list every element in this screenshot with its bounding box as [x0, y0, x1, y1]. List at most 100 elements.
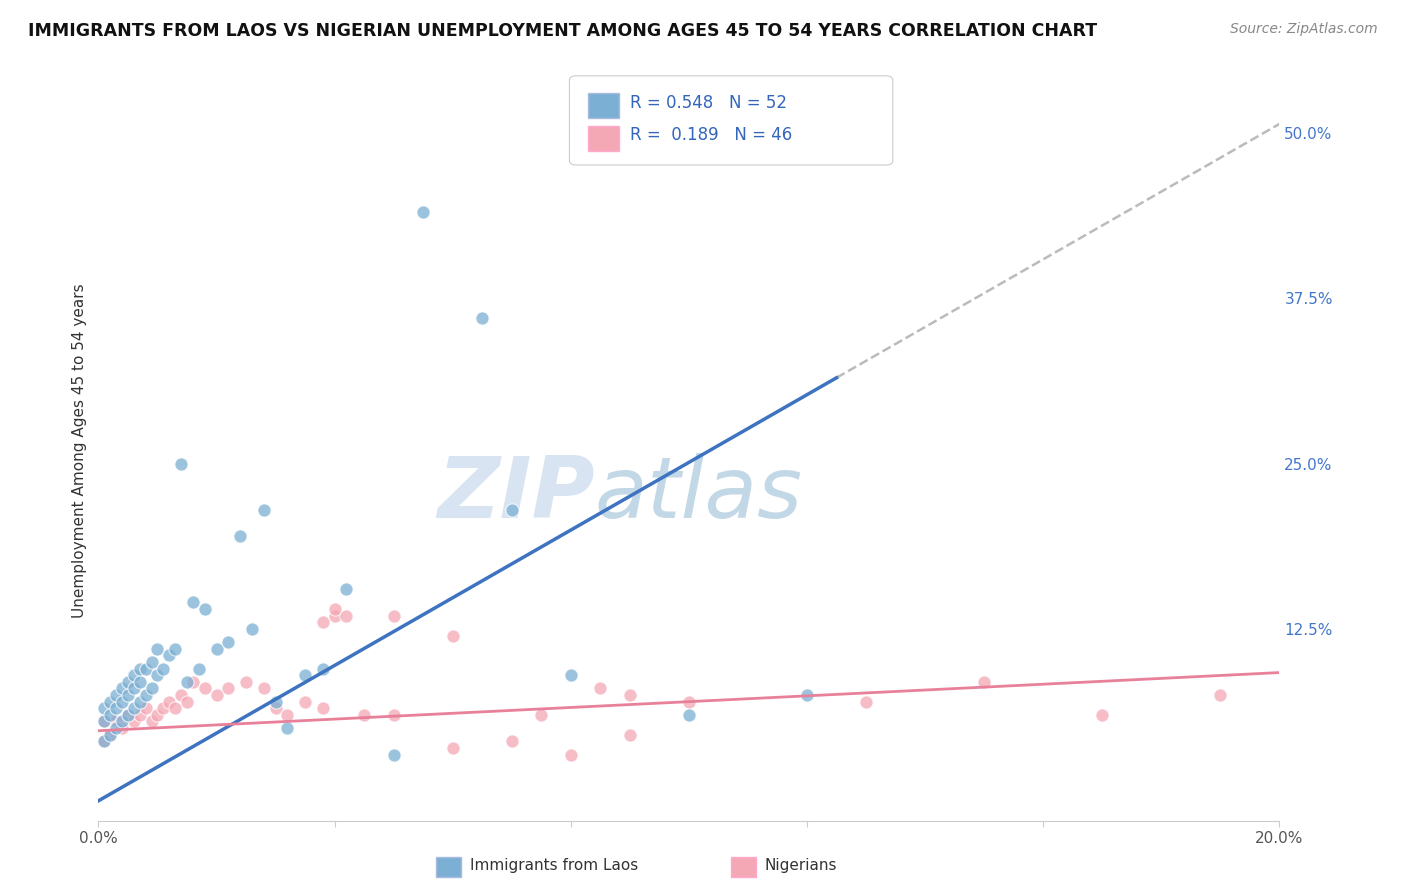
- Point: [253, 503, 276, 517]
- Point: [264, 695, 287, 709]
- Point: [796, 688, 818, 702]
- Point: [98, 695, 121, 709]
- Point: [194, 681, 217, 696]
- Point: [165, 701, 187, 715]
- Point: [441, 629, 464, 643]
- Point: [589, 681, 612, 696]
- Point: [382, 707, 405, 722]
- Point: [323, 608, 346, 623]
- Point: [312, 615, 335, 630]
- Point: [294, 695, 316, 709]
- Point: [122, 668, 145, 682]
- Point: [135, 701, 157, 715]
- Point: [93, 714, 115, 729]
- Point: [471, 311, 494, 326]
- Point: [146, 707, 169, 722]
- Point: [181, 674, 204, 689]
- Point: [229, 529, 252, 543]
- Point: [253, 681, 276, 696]
- Point: [217, 635, 239, 649]
- Point: [128, 674, 150, 689]
- Point: [264, 701, 287, 715]
- Point: [157, 648, 180, 663]
- Point: [855, 695, 877, 709]
- Point: [98, 728, 121, 742]
- Point: [170, 457, 193, 471]
- Point: [205, 641, 228, 656]
- Point: [312, 662, 335, 676]
- Point: [170, 688, 193, 702]
- Point: [105, 721, 128, 735]
- Point: [441, 740, 464, 755]
- Point: [105, 701, 128, 715]
- Point: [973, 674, 995, 689]
- Point: [135, 688, 157, 702]
- Point: [176, 695, 198, 709]
- Point: [323, 602, 346, 616]
- Point: [157, 695, 180, 709]
- Point: [122, 701, 145, 715]
- Point: [294, 668, 316, 682]
- Point: [187, 662, 209, 676]
- Point: [240, 622, 263, 636]
- Text: ZIP: ZIP: [437, 453, 595, 536]
- Point: [117, 707, 139, 722]
- Point: [122, 714, 145, 729]
- Point: [501, 734, 523, 748]
- Point: [98, 707, 121, 722]
- Point: [105, 688, 128, 702]
- Point: [181, 595, 204, 609]
- Point: [165, 641, 187, 656]
- Point: [412, 205, 434, 219]
- Text: R =  0.189   N = 46: R = 0.189 N = 46: [630, 127, 792, 145]
- Text: R = 0.548   N = 52: R = 0.548 N = 52: [630, 95, 787, 112]
- Point: [152, 701, 174, 715]
- Point: [276, 721, 298, 735]
- Point: [1209, 688, 1232, 702]
- Point: [1091, 707, 1114, 722]
- Point: [141, 681, 163, 696]
- Point: [117, 707, 139, 722]
- Text: Immigrants from Laos: Immigrants from Laos: [470, 858, 638, 872]
- Point: [194, 602, 217, 616]
- Point: [141, 714, 163, 729]
- Point: [152, 662, 174, 676]
- Point: [619, 728, 641, 742]
- Point: [176, 674, 198, 689]
- Point: [353, 707, 375, 722]
- Point: [382, 747, 405, 762]
- Point: [146, 668, 169, 682]
- Point: [678, 695, 700, 709]
- Point: [128, 707, 150, 722]
- Point: [146, 641, 169, 656]
- Text: Nigerians: Nigerians: [765, 858, 838, 872]
- Point: [98, 728, 121, 742]
- Point: [141, 655, 163, 669]
- Point: [135, 662, 157, 676]
- Point: [111, 695, 134, 709]
- Point: [235, 674, 257, 689]
- Point: [335, 608, 357, 623]
- Point: [93, 701, 115, 715]
- Point: [312, 701, 335, 715]
- Point: [111, 681, 134, 696]
- Point: [93, 734, 115, 748]
- Point: [111, 721, 134, 735]
- Point: [128, 695, 150, 709]
- Point: [117, 688, 139, 702]
- Point: [560, 668, 582, 682]
- Point: [530, 707, 553, 722]
- Point: [619, 688, 641, 702]
- Text: atlas: atlas: [595, 453, 803, 536]
- Point: [335, 582, 357, 597]
- Point: [93, 714, 115, 729]
- Point: [105, 714, 128, 729]
- Point: [217, 681, 239, 696]
- Point: [382, 608, 405, 623]
- Y-axis label: Unemployment Among Ages 45 to 54 years: Unemployment Among Ages 45 to 54 years: [72, 283, 87, 618]
- Point: [122, 681, 145, 696]
- Point: [117, 674, 139, 689]
- Point: [111, 714, 134, 729]
- Point: [128, 662, 150, 676]
- Point: [501, 503, 523, 517]
